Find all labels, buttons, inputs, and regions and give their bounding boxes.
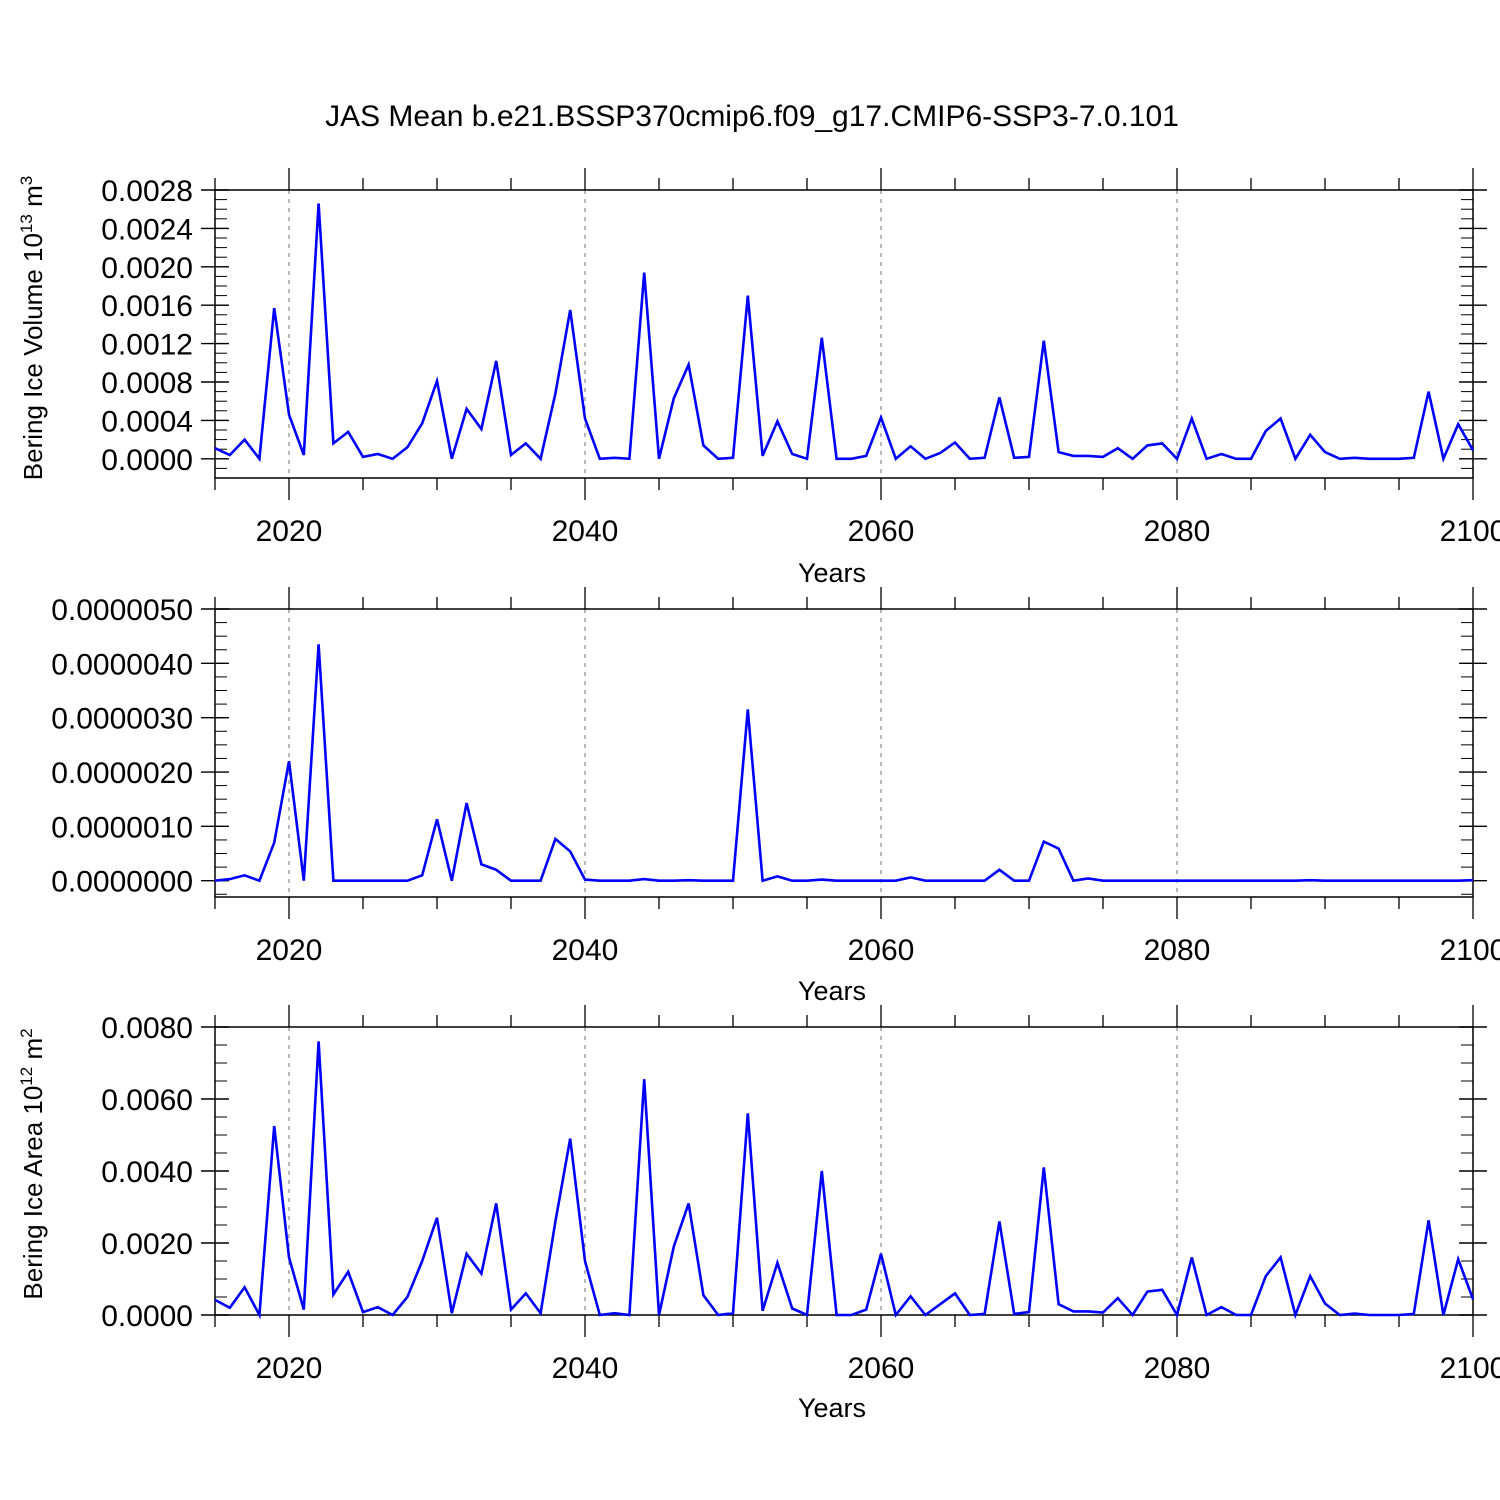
y-tick-label: 0.0060 (101, 1084, 193, 1117)
x-tick-label: 2080 (1144, 934, 1211, 967)
x-axis-label: Years (798, 558, 866, 588)
y-tick-label: 0.0016 (101, 290, 193, 323)
data-line (214, 203, 1475, 464)
x-tick-label: 2060 (848, 515, 915, 548)
y-tick-label: 0.0000010 (51, 811, 193, 844)
y-axis-label-unit-exponent: 2 (17, 1028, 36, 1037)
x-tick-label: 2020 (256, 515, 323, 548)
y-tick-label: 0.0080 (101, 1012, 193, 1045)
data-line (214, 1041, 1475, 1320)
x-tick-label: 2060 (848, 934, 915, 967)
plot-frame (214, 608, 1474, 898)
x-tick-label: 2040 (552, 515, 619, 548)
y-axis-label-exponent: 12 (17, 1067, 36, 1086)
x-tick-label: 2100 (1440, 515, 1500, 548)
y-tick-label: 0.0012 (101, 329, 193, 362)
y-axis-label-main: Bering Ice Volume 10 (18, 233, 48, 480)
y-tick-label: 0.0000020 (51, 757, 193, 790)
y-tick-label: 0.0040 (101, 1156, 193, 1189)
x-axis-label: Years (798, 1393, 866, 1423)
y-tick-label: 0.0008 (101, 367, 193, 400)
y-tick-label: 0.0028 (101, 175, 193, 208)
x-tick-label: 2080 (1144, 1352, 1211, 1385)
y-axis-label-unit: m (18, 1038, 48, 1067)
y-tick-label: 0.0024 (101, 213, 193, 246)
y-axis-label-unit-exponent: 3 (17, 176, 36, 185)
y-tick-label: 0.0000000 (51, 866, 193, 899)
y-axis-label-unit: m (18, 185, 48, 214)
x-tick-label: 2040 (552, 1352, 619, 1385)
x-tick-label: 2100 (1440, 1352, 1500, 1385)
panel-middle: Years 2020 2040 2060 2080 2100 0.0000000 0.000… (51, 587, 1500, 1006)
x-axis-label: Years (798, 976, 866, 1006)
x-tick-label: 2060 (848, 1352, 915, 1385)
y-tick-label: 0.0000050 (51, 594, 193, 627)
y-axis-label: Bering Ice Volume 1013 m3 (17, 176, 48, 480)
y-tick-label: 0.0004 (101, 405, 193, 438)
y-axis-label-exponent: 13 (17, 214, 36, 233)
y-tick-label: 0.0000040 (51, 648, 193, 681)
y-tick-label: 0.0000 (101, 1300, 193, 1333)
x-tick-label: 2100 (1440, 934, 1500, 967)
data-line (214, 644, 1474, 883)
y-tick-label: 0.0020 (101, 1228, 193, 1261)
x-tick-label: 2020 (256, 934, 323, 967)
y-axis-label-main: Bering Ice Area 10 (18, 1086, 48, 1300)
y-axis-label: Bering Ice Area 1012 m2 (17, 1028, 48, 1299)
panel-ice-volume: Years Bering Ice Volume 1013 m3 2020 2040… (17, 168, 1500, 588)
x-tick-label: 2040 (552, 934, 619, 967)
x-tick-label: 2020 (256, 1352, 323, 1385)
y-tick-label: 0.0000030 (51, 703, 193, 736)
x-tick-label: 2080 (1144, 515, 1211, 548)
panel-ice-area: Years Bering Ice Area 1012 m2 2020 2040 20… (17, 1005, 1500, 1423)
y-tick-label: 0.0020 (101, 252, 193, 285)
chart-title: JAS Mean b.e21.BSSP370cmip6.f09_g17.CMIP… (325, 100, 1179, 133)
y-tick-label: 0.0000 (101, 444, 193, 477)
